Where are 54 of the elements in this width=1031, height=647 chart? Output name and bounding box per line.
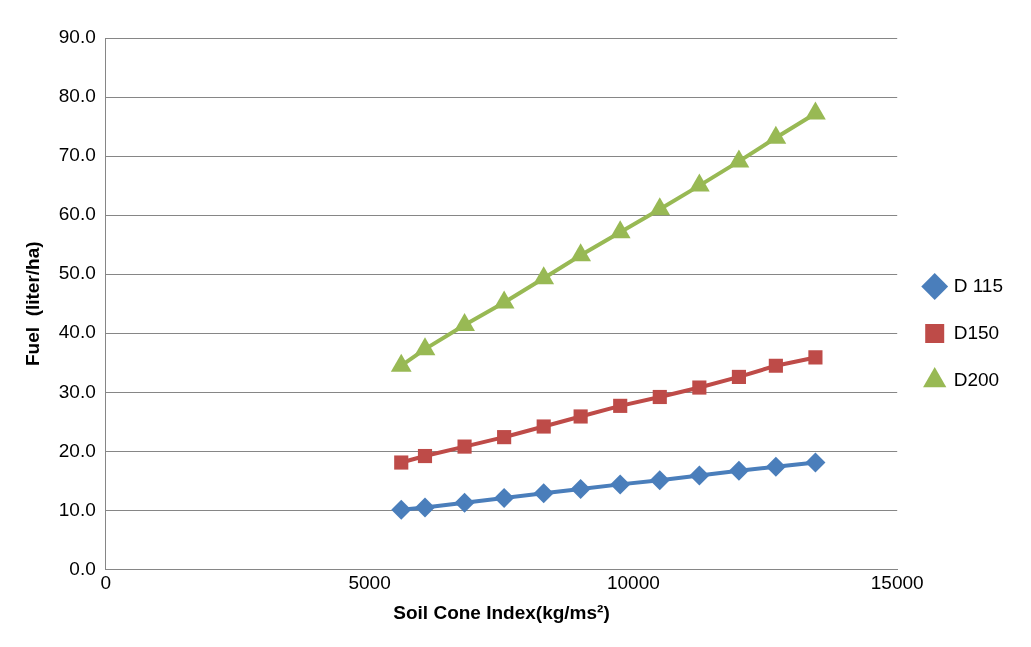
point bbox=[391, 499, 412, 520]
point bbox=[609, 220, 631, 239]
point bbox=[414, 497, 435, 518]
point bbox=[454, 492, 475, 513]
point bbox=[610, 474, 631, 495]
point bbox=[494, 487, 515, 508]
x-tick-label: 5000 bbox=[348, 572, 391, 594]
x-tick-label: 0 bbox=[100, 572, 112, 594]
point bbox=[417, 448, 433, 464]
point bbox=[765, 456, 786, 477]
x-tick-label: 15000 bbox=[870, 572, 924, 594]
point bbox=[573, 409, 588, 424]
point bbox=[414, 337, 436, 356]
y-tick-label: 20.0 bbox=[58, 439, 96, 461]
point bbox=[536, 419, 551, 434]
point bbox=[533, 483, 554, 504]
point bbox=[689, 465, 710, 486]
point bbox=[692, 380, 707, 395]
point bbox=[570, 479, 591, 500]
legend-label: D 115 bbox=[953, 274, 1004, 296]
point bbox=[457, 439, 472, 454]
point bbox=[805, 101, 826, 120]
point bbox=[688, 173, 710, 192]
point bbox=[768, 358, 783, 373]
y-tick-label: 60.0 bbox=[58, 203, 96, 225]
point bbox=[493, 290, 515, 309]
legend-label: D200 bbox=[953, 368, 1000, 390]
point bbox=[613, 398, 628, 413]
x-axis-title: Soil Cone Index(kg/ms²) bbox=[393, 601, 610, 623]
point bbox=[731, 369, 746, 384]
point bbox=[652, 389, 667, 405]
y-tick-label: 30.0 bbox=[58, 380, 96, 402]
y-tick-label: 40.0 bbox=[58, 321, 96, 343]
point bbox=[728, 460, 749, 481]
y-axis-title: Fuel (liter/ha) bbox=[21, 241, 43, 366]
y-tick-label: 70.0 bbox=[58, 144, 96, 166]
point bbox=[649, 197, 671, 216]
point bbox=[805, 452, 826, 473]
point bbox=[454, 312, 475, 331]
point bbox=[394, 455, 409, 470]
point bbox=[570, 243, 592, 262]
point bbox=[808, 350, 823, 365]
point bbox=[649, 470, 670, 491]
point bbox=[497, 430, 512, 445]
y-tick-label: 80.0 bbox=[58, 85, 96, 107]
y-tick-label: 90.0 bbox=[58, 26, 96, 48]
y-tick-label: 10.0 bbox=[58, 498, 96, 520]
point bbox=[533, 266, 555, 285]
point bbox=[728, 149, 750, 168]
x-tick-label: 10000 bbox=[606, 572, 660, 594]
point bbox=[765, 125, 787, 144]
legend-label: D150 bbox=[953, 321, 1000, 343]
y-tick-label: 50.0 bbox=[58, 262, 96, 284]
y-tick-label: 0.0 bbox=[69, 557, 96, 579]
